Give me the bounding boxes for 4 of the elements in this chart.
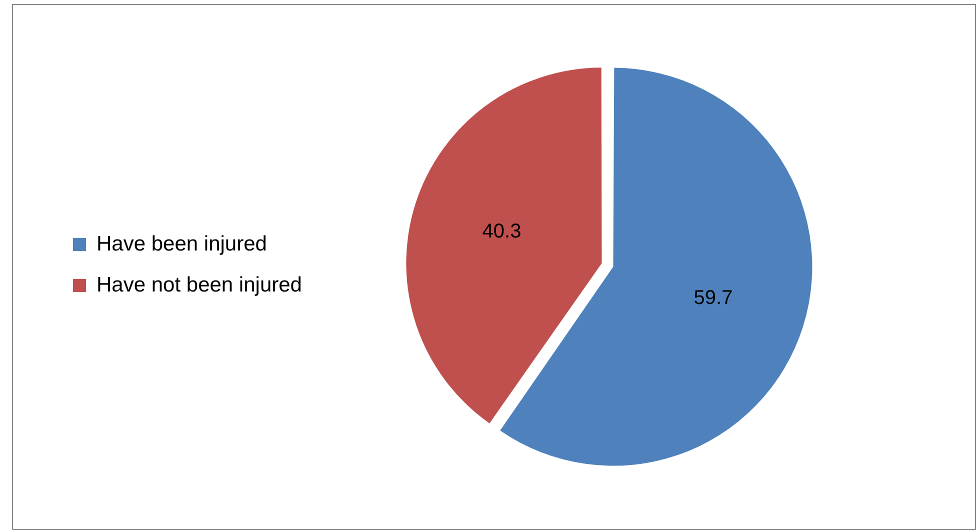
legend-label: Have been injured [96, 232, 267, 256]
data-label: 40.3 [482, 220, 522, 242]
legend-label: Have not been injured [96, 273, 302, 296]
data-label: 59.7 [694, 286, 733, 309]
